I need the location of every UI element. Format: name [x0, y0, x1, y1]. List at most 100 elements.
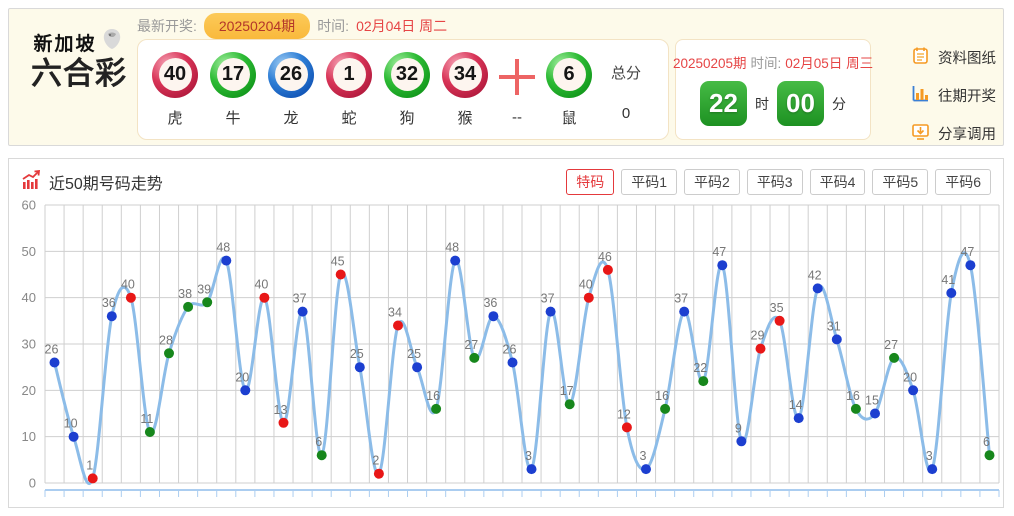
svg-text:31: 31 [827, 320, 841, 334]
svg-text:25: 25 [350, 347, 364, 361]
next-draw-countdown: 20250205期 时间: 02月05日 周三 22 时 00 分 [672, 39, 873, 140]
special-ball-cell: 6 鼠 [540, 51, 598, 128]
svg-text:42: 42 [808, 269, 822, 283]
total-score-value: 0 [621, 104, 631, 122]
svg-text:25: 25 [407, 347, 421, 361]
trend-header: 近50期号码走势 特码 平码1 平码2 平码3 平码4 平码5 平码6 [9, 159, 1003, 197]
zodiac-label: 牛 [225, 109, 241, 127]
notebook-icon [911, 46, 930, 69]
svg-text:6: 6 [315, 435, 322, 449]
svg-text:37: 37 [674, 292, 688, 306]
tab-special-number[interactable]: 特码 [566, 169, 615, 196]
trend-tabs: 特码 平码1 平码2 平码3 平码4 平码5 平码6 [566, 169, 991, 196]
link-label: 往期开奖 [938, 89, 996, 105]
svg-text:15: 15 [865, 394, 879, 408]
svg-text:14: 14 [789, 398, 803, 412]
tab-normal-5[interactable]: 平码5 [872, 169, 929, 196]
svg-text:9: 9 [735, 421, 742, 435]
link-label: 资料图纸 [938, 51, 996, 67]
svg-text:50: 50 [22, 244, 36, 259]
ball-number: 1 [332, 58, 366, 91]
zodiac-label: 虎 [167, 109, 183, 127]
tab-normal-4[interactable]: 平码4 [809, 169, 866, 196]
trend-chart-icon [21, 169, 41, 195]
next-issue: 20250205期 [672, 56, 747, 71]
draw-date: 02月04日 周二 [356, 18, 448, 34]
svg-text:40: 40 [579, 278, 593, 292]
link-label: 分享调用 [938, 127, 996, 143]
ball-number: 32 [390, 58, 424, 91]
lottery-ball: 17 [210, 51, 256, 98]
lottery-ball: 26 [268, 51, 314, 98]
ball-number: 40 [158, 58, 192, 91]
trend-panel: 近50期号码走势 特码 平码1 平码2 平码3 平码4 平码5 平码6 0 10 2… [8, 158, 1004, 508]
ball-cell: 40 虎 [146, 51, 204, 128]
link-past-draws[interactable]: 往期开奖 [911, 84, 996, 107]
quick-links: 资料图纸 往期开奖 [911, 46, 996, 145]
svg-text:22: 22 [693, 361, 707, 375]
svg-text:20: 20 [22, 383, 36, 398]
svg-text:17: 17 [560, 384, 574, 398]
lottery-ball: 32 [384, 51, 430, 98]
svg-text:48: 48 [216, 241, 230, 255]
time-label: 时间: [317, 18, 350, 34]
tab-normal-6[interactable]: 平码6 [935, 169, 991, 196]
svg-text:39: 39 [197, 282, 211, 296]
ball-cell: 32 狗 [378, 51, 436, 128]
plus-separator: -- [494, 54, 540, 126]
svg-text:12: 12 [617, 408, 631, 422]
zodiac-label: 龙 [283, 109, 299, 127]
svg-text:36: 36 [483, 296, 497, 310]
site-logo: 新加坡 六合彩 [23, 27, 135, 89]
link-data-charts[interactable]: 资料图纸 [911, 46, 996, 69]
svg-text:20: 20 [903, 370, 917, 384]
logo-region-text: 新加坡 [33, 34, 97, 55]
latest-draw-info: 最新开奖: 20250204期 时间: 02月04日 周二 [137, 13, 448, 39]
tab-normal-1[interactable]: 平码1 [621, 169, 678, 196]
ball-cell: 1 蛇 [320, 51, 378, 128]
total-score-label: 总分 [610, 64, 641, 82]
svg-text:20: 20 [235, 370, 249, 384]
link-share-embed[interactable]: 分享调用 [911, 122, 996, 145]
lottery-ball: 40 [152, 51, 198, 98]
svg-text:13: 13 [274, 403, 288, 417]
merlion-icon [99, 27, 125, 56]
svg-text:48: 48 [445, 241, 459, 255]
svg-text:16: 16 [846, 389, 860, 403]
svg-text:10: 10 [64, 417, 78, 431]
countdown-minutes: 00 [777, 81, 824, 126]
logo-lottery-text: 六合彩 [31, 56, 127, 91]
latest-draw-label: 最新开奖: [137, 18, 197, 34]
svg-text:29: 29 [751, 329, 765, 343]
countdown-hours: 22 [700, 81, 747, 126]
share-monitor-icon [911, 122, 930, 145]
svg-text:10: 10 [22, 429, 36, 444]
zodiac-label: 狗 [399, 109, 415, 127]
ball-cell: 26 龙 [262, 51, 320, 128]
bar-chart-icon [911, 84, 930, 107]
issue-badge: 20250204期 [203, 13, 311, 39]
header-panel: 新加坡 六合彩 最新开奖: 20250204期 时间: 02月04日 周二 40… [8, 8, 1004, 146]
tab-normal-3[interactable]: 平码3 [746, 169, 803, 196]
svg-text:37: 37 [541, 292, 555, 306]
svg-text:27: 27 [884, 338, 898, 352]
ball-cell: 34 猴 [436, 51, 494, 128]
svg-text:36: 36 [102, 296, 116, 310]
trend-title: 近50期号码走势 [49, 176, 163, 194]
ball-number: 26 [274, 58, 308, 91]
svg-text:60: 60 [22, 199, 36, 213]
ball-number: 17 [216, 58, 250, 91]
svg-text:0: 0 [29, 476, 36, 491]
zodiac-label: 蛇 [341, 109, 357, 127]
svg-text:2: 2 [372, 454, 379, 468]
ball-number: 34 [448, 58, 482, 91]
svg-text:41: 41 [941, 273, 955, 287]
svg-text:40: 40 [254, 278, 268, 292]
svg-text:27: 27 [464, 338, 478, 352]
special-lottery-ball: 6 [546, 51, 592, 98]
svg-text:3: 3 [640, 449, 647, 463]
tab-normal-2[interactable]: 平码2 [684, 169, 740, 196]
svg-text:26: 26 [45, 343, 59, 357]
svg-text:16: 16 [426, 389, 440, 403]
